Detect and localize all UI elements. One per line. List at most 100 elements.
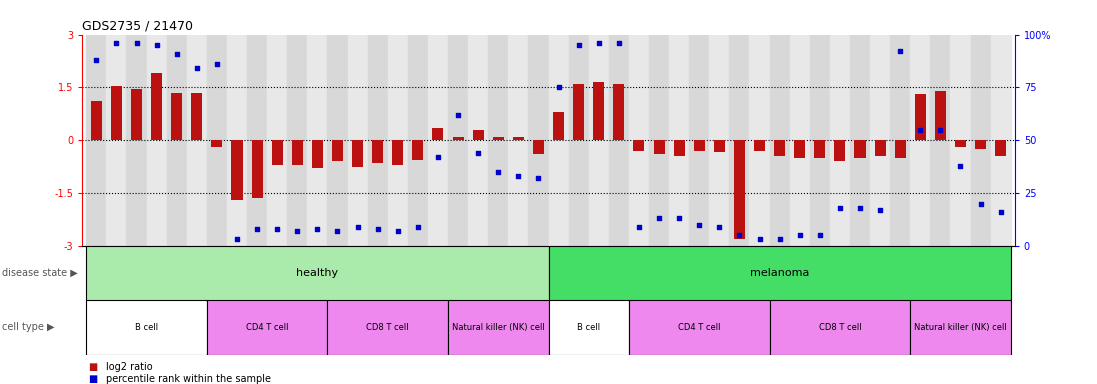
Bar bbox=[609, 35, 629, 246]
Point bbox=[248, 226, 265, 232]
Bar bbox=[111, 86, 122, 140]
Bar bbox=[468, 35, 488, 246]
Point bbox=[771, 236, 789, 243]
Text: Natural killer (NK) cell: Natural killer (NK) cell bbox=[914, 323, 1007, 332]
Text: B cell: B cell bbox=[577, 323, 600, 332]
Bar bbox=[327, 35, 348, 246]
Bar bbox=[649, 35, 669, 246]
Text: CD4 T cell: CD4 T cell bbox=[246, 323, 289, 332]
Point bbox=[389, 228, 407, 234]
Bar bbox=[548, 246, 1010, 300]
Bar bbox=[835, 140, 846, 161]
Text: cell type ▶: cell type ▶ bbox=[2, 322, 55, 333]
Point bbox=[409, 223, 427, 230]
Text: ■: ■ bbox=[88, 374, 97, 384]
Bar bbox=[814, 140, 825, 158]
Point bbox=[690, 222, 708, 228]
Bar bbox=[714, 140, 725, 152]
Bar bbox=[971, 35, 991, 246]
Bar bbox=[930, 35, 950, 246]
Bar bbox=[87, 300, 207, 355]
Point bbox=[269, 226, 286, 232]
Bar bbox=[91, 101, 102, 140]
Bar bbox=[191, 93, 202, 140]
Bar bbox=[126, 35, 147, 246]
Point bbox=[510, 173, 528, 179]
Point bbox=[731, 232, 748, 238]
Point bbox=[329, 228, 347, 234]
Point bbox=[450, 112, 467, 118]
Bar bbox=[247, 35, 268, 246]
Point bbox=[108, 40, 125, 46]
Point bbox=[832, 205, 849, 211]
Text: ■: ■ bbox=[88, 362, 97, 372]
Text: log2 ratio: log2 ratio bbox=[106, 362, 154, 372]
Point bbox=[349, 223, 366, 230]
Point bbox=[931, 127, 949, 133]
Bar bbox=[589, 35, 609, 246]
Point bbox=[289, 228, 306, 234]
Bar bbox=[508, 35, 529, 246]
Point bbox=[952, 162, 970, 169]
Point bbox=[590, 40, 608, 46]
Bar bbox=[186, 35, 207, 246]
Bar bbox=[975, 140, 986, 149]
Point bbox=[992, 209, 1009, 215]
Bar bbox=[473, 130, 484, 140]
Bar bbox=[689, 35, 710, 246]
Bar bbox=[995, 140, 1006, 156]
Bar bbox=[352, 140, 363, 167]
Text: B cell: B cell bbox=[135, 323, 158, 332]
Point bbox=[851, 205, 869, 211]
Bar bbox=[171, 93, 182, 140]
Bar bbox=[629, 300, 770, 355]
Bar bbox=[106, 35, 126, 246]
Bar bbox=[287, 35, 307, 246]
Point bbox=[871, 207, 889, 213]
Bar bbox=[749, 35, 770, 246]
Point bbox=[912, 127, 929, 133]
Text: healthy: healthy bbox=[296, 268, 339, 278]
Point bbox=[750, 236, 768, 243]
Point bbox=[651, 215, 668, 221]
Bar bbox=[488, 35, 508, 246]
Bar bbox=[548, 35, 568, 246]
Bar bbox=[207, 300, 327, 355]
Bar bbox=[950, 35, 971, 246]
Bar bbox=[207, 35, 227, 246]
Text: melanoma: melanoma bbox=[750, 268, 810, 278]
Bar bbox=[654, 140, 665, 154]
Bar bbox=[991, 35, 1010, 246]
Bar bbox=[493, 137, 504, 140]
Bar bbox=[855, 140, 866, 158]
Bar bbox=[629, 35, 649, 246]
Bar bbox=[428, 35, 448, 246]
Bar bbox=[734, 140, 745, 239]
Bar bbox=[512, 137, 524, 140]
Bar bbox=[448, 35, 468, 246]
Bar bbox=[227, 35, 247, 246]
Bar bbox=[770, 300, 911, 355]
Bar bbox=[730, 35, 749, 246]
Bar bbox=[829, 35, 850, 246]
Bar bbox=[387, 35, 408, 246]
Bar bbox=[573, 84, 585, 140]
Bar bbox=[372, 140, 383, 163]
Bar bbox=[770, 35, 790, 246]
Text: percentile rank within the sample: percentile rank within the sample bbox=[106, 374, 271, 384]
Bar bbox=[890, 35, 911, 246]
Bar bbox=[774, 140, 785, 156]
Point bbox=[88, 57, 105, 63]
Bar bbox=[272, 140, 283, 165]
Text: disease state ▶: disease state ▶ bbox=[2, 268, 78, 278]
Bar bbox=[874, 140, 885, 156]
Bar bbox=[432, 128, 443, 140]
Bar bbox=[669, 35, 689, 246]
Bar bbox=[895, 140, 906, 158]
Bar bbox=[633, 140, 644, 151]
Point bbox=[470, 150, 487, 156]
Bar bbox=[408, 35, 428, 246]
Point bbox=[630, 223, 647, 230]
Text: CD4 T cell: CD4 T cell bbox=[678, 323, 721, 332]
Bar bbox=[613, 84, 624, 140]
